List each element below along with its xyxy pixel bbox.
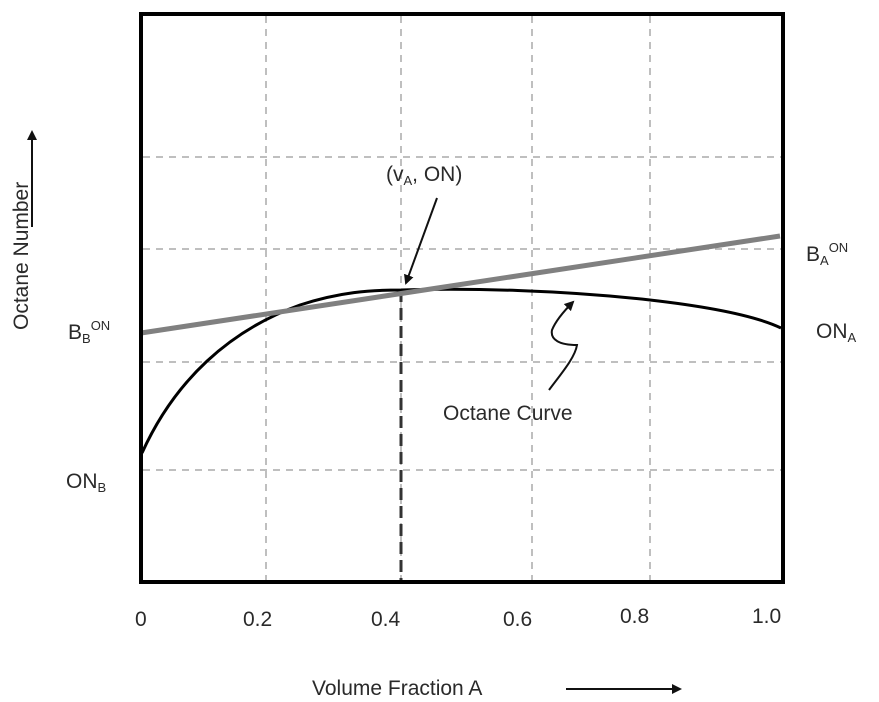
bb-on-sup: ON (90, 318, 111, 333)
bb-on-sub: B (82, 331, 91, 346)
x-axis-label: Volume Fraction A (312, 677, 483, 700)
tangent-label-sub: A (403, 173, 413, 188)
on-b-sub: B (97, 480, 107, 495)
y-axis-label: Octane Number (10, 181, 33, 330)
on-b-label: ONB (66, 470, 106, 495)
bb-on-base: B (68, 321, 83, 344)
blending-line (140, 233, 781, 336)
plot-border (139, 12, 785, 584)
tangent-arrow (404, 197, 438, 285)
x-tick-0.6: 0.6 (503, 608, 533, 631)
x-tick-0.4: 0.4 (371, 608, 401, 631)
on-a-base: ON (816, 320, 848, 343)
tangent-point-label: (vA, ON) (386, 163, 462, 188)
on-a-label: ONA (816, 320, 856, 345)
grid (143, 16, 781, 580)
on-b-base: ON (66, 470, 98, 493)
x-tick-0.8: 0.8 (620, 605, 650, 628)
on-a-sub: A (847, 330, 857, 345)
octane-curve-arrow (548, 300, 579, 391)
ba-on-label: BAON (806, 240, 848, 268)
x-tick-1.0: 1.0 (752, 605, 782, 628)
tangent-label-open: (v (386, 163, 404, 186)
octane-curve-label: Octane Curve (443, 402, 573, 425)
bb-on-label: BBON (68, 318, 110, 346)
ba-on-sub: A (820, 253, 829, 268)
tangent-label-close: , ON) (412, 163, 463, 186)
ba-on-sup: ON (828, 240, 849, 255)
octane-curve-line (140, 287, 782, 454)
ba-on-base: B (806, 243, 821, 266)
x-tick-0: 0 (135, 608, 147, 631)
x-tick-0.2: 0.2 (243, 608, 273, 631)
